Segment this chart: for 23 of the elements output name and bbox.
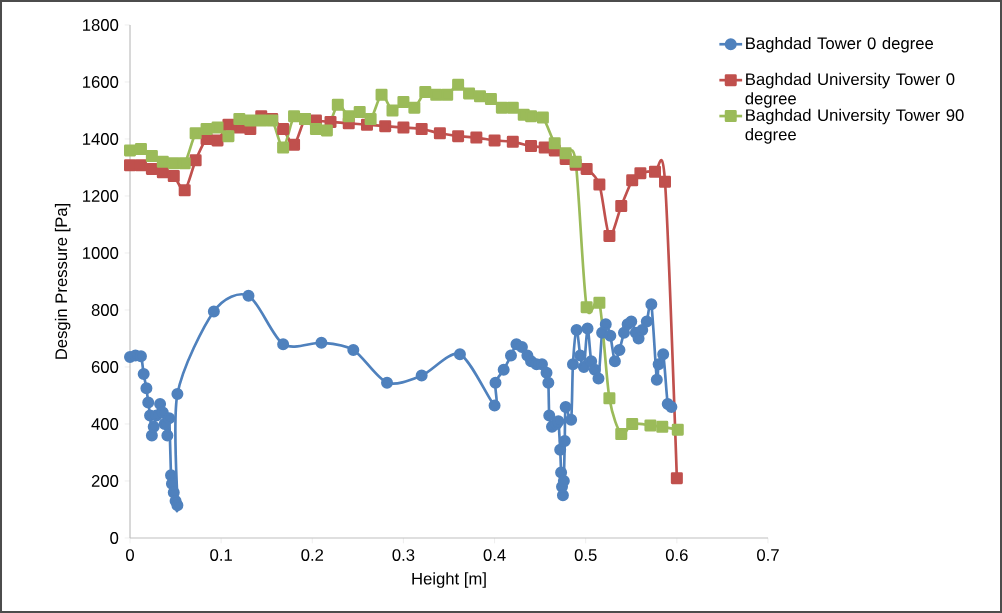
- x-tick-label: 0.7: [757, 549, 779, 561]
- legend-label: Baghdad University Tower 90 degree: [745, 108, 964, 144]
- legend-label: Baghdad Tower 0 degree: [746, 36, 934, 53]
- y-tick-label: 200: [91, 475, 119, 487]
- y-tick-label: 1400: [83, 133, 119, 145]
- y-tick-label: 1800: [83, 19, 119, 31]
- x-tick-label: 0.4: [483, 549, 506, 561]
- legend-label: Baghdad University Tower 0 degree: [745, 72, 955, 108]
- y-tick-label: 400: [91, 418, 119, 430]
- x-axis-title: Height [m]: [412, 572, 486, 588]
- y-tick-label: 0: [110, 532, 119, 544]
- x-tick-label: 0.2: [301, 549, 324, 561]
- x-tick-label: 0.6: [665, 549, 688, 561]
- y-tick-label: 600: [91, 361, 119, 373]
- y-tick-label: 1000: [83, 247, 119, 259]
- y-tick-label: 1600: [83, 76, 119, 88]
- x-tick-label: 0.5: [574, 549, 597, 561]
- x-tick-label: 0: [126, 549, 134, 561]
- x-tick-label: 0.1: [210, 549, 232, 561]
- y-tick-label: 800: [91, 304, 119, 316]
- y-axis-title: Desgin Pressure [Pa]: [54, 203, 71, 359]
- y-tick-label: 1200: [83, 190, 119, 202]
- x-tick-label: 0.3: [392, 549, 415, 561]
